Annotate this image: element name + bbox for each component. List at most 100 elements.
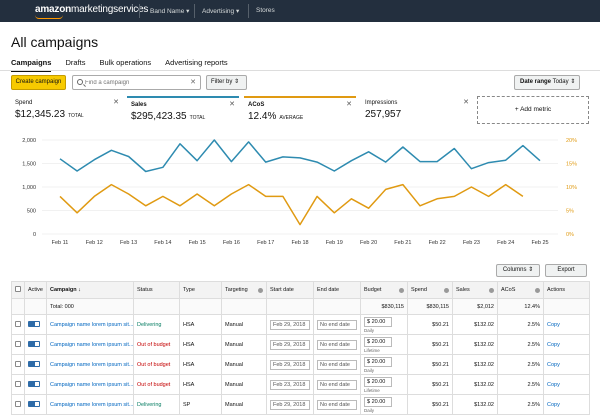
table-row[interactable]: Campaign name lorem ipsum sit... Out of b… [11, 354, 590, 375]
campaign-name-link[interactable]: Campaign name lorem ipsum sit... [46, 374, 134, 395]
add-metric-button[interactable]: + Add metric [477, 96, 589, 124]
metric-card-spend[interactable]: Spend ✕ $12,345.23 TOTAL [11, 96, 123, 124]
end-date-input[interactable]: No end date [317, 339, 357, 350]
select-all-checkbox[interactable] [11, 281, 25, 299]
end-date-input[interactable]: No end date [317, 319, 357, 330]
campaign-name-link[interactable]: Campaign name lorem ipsum sit... [46, 314, 134, 335]
close-icon[interactable]: ✕ [463, 99, 469, 106]
active-toggle[interactable] [24, 354, 47, 375]
spend-cell: $50.21 [407, 394, 453, 415]
column-header: Actions [543, 281, 590, 299]
budget-input[interactable]: $ 20.00 [364, 356, 392, 367]
column-header[interactable]: Start date [266, 281, 314, 299]
campaign-name-link[interactable]: Campaign name lorem ipsum sit... [46, 334, 134, 355]
campaign-name-link[interactable]: Campaign name lorem ipsum sit... [46, 394, 134, 415]
budget-input[interactable]: $ 20.00 [364, 336, 392, 347]
active-toggle[interactable] [24, 314, 47, 335]
targeting-cell: Manual [221, 354, 267, 375]
amazon-smile-icon [35, 15, 63, 19]
info-icon[interactable] [535, 288, 540, 293]
table-row[interactable]: Campaign name lorem ipsum sit... Out of b… [11, 334, 590, 355]
info-icon[interactable] [258, 288, 263, 293]
copy-action-link[interactable]: Copy [543, 354, 590, 375]
end-date-input[interactable]: No end date [317, 379, 357, 390]
budget-input[interactable]: $ 20.00 [364, 396, 392, 407]
columns-button[interactable]: Columns ⇕ [496, 264, 540, 277]
budget-input[interactable]: $ 20.00 [364, 316, 392, 327]
metric-card-impressions[interactable]: Impressions ✕ 257,957 [361, 96, 473, 124]
tab-drafts[interactable]: Drafts [65, 58, 86, 67]
tab-campaigns[interactable]: Campaigns [11, 58, 52, 72]
export-button[interactable]: Export [545, 264, 587, 277]
info-icon[interactable] [489, 288, 494, 293]
date-range-button[interactable]: Date range Today ⇕ [514, 75, 580, 90]
column-header[interactable]: End date [313, 281, 361, 299]
column-header-acos[interactable]: ACoS [497, 281, 544, 299]
nav-item-advertising[interactable]: Advertising ▾ [202, 8, 240, 15]
info-icon[interactable] [399, 288, 404, 293]
copy-action-link[interactable]: Copy [543, 314, 590, 335]
column-header[interactable]: Status [133, 281, 180, 299]
x-tick-label: Feb 17 [257, 240, 274, 246]
nav-separator [139, 4, 140, 18]
campaign-name-link[interactable]: Campaign name lorem ipsum sit... [46, 354, 134, 375]
active-toggle[interactable] [24, 394, 47, 415]
tab-bulk-operations[interactable]: Bulk operations [99, 58, 152, 67]
y-tick-label-right: 5% [566, 209, 574, 215]
active-toggle[interactable] [24, 334, 47, 355]
row-checkbox[interactable] [11, 394, 25, 415]
amazon-marketing-services-logo[interactable]: amazonmarketingservices [35, 4, 148, 19]
budget-cell: $ 20.00 Daily [360, 354, 408, 375]
search-input[interactable] [85, 78, 185, 88]
row-checkbox[interactable] [11, 354, 25, 375]
y-tick-label-left: 2,000 [22, 138, 36, 144]
x-tick-label: Feb 22 [429, 240, 446, 246]
create-campaign-button[interactable]: Create campaign [11, 75, 66, 90]
info-icon[interactable] [444, 288, 449, 293]
metric-card-sales[interactable]: Sales ✕ $295,423.35 TOTAL [127, 96, 239, 124]
close-icon[interactable]: ✕ [346, 101, 352, 108]
nav-item-stores[interactable]: Stores [256, 7, 275, 14]
copy-action-link[interactable]: Copy [543, 374, 590, 395]
x-tick-label: Feb 14 [154, 240, 171, 246]
budget-cell: $ 20.00 Daily [360, 314, 408, 335]
budget-type: Lifetime [364, 387, 380, 393]
budget-input[interactable]: $ 20.00 [364, 376, 392, 387]
column-header[interactable]: Type [179, 281, 222, 299]
metric-card-acos[interactable]: ACoS ✕ 12.4% AVERAGE [244, 96, 356, 124]
y-tick-label-right: 20% [566, 138, 577, 144]
column-header-spend[interactable]: Spend [407, 281, 453, 299]
x-tick-label: Feb 23 [463, 240, 480, 246]
active-toggle[interactable] [24, 374, 47, 395]
spend-cell: $50.21 [407, 334, 453, 355]
close-icon[interactable]: ✕ [229, 101, 235, 108]
table-row[interactable]: Campaign name lorem ipsum sit... Deliveri… [11, 314, 590, 335]
column-header-sales[interactable]: Sales [452, 281, 498, 299]
y-tick-label-right: 0% [566, 232, 574, 238]
column-header-campaign[interactable]: Campaign ↓ [46, 281, 134, 299]
column-header-targeting[interactable]: Targeting [221, 281, 267, 299]
end-date-input[interactable]: No end date [317, 359, 357, 370]
end-date-input[interactable]: No end date [317, 399, 357, 410]
table-row[interactable]: Campaign name lorem ipsum sit... Deliveri… [11, 394, 590, 415]
row-checkbox[interactable] [11, 374, 25, 395]
clear-icon[interactable]: ✕ [190, 79, 196, 86]
row-checkbox[interactable] [11, 334, 25, 355]
nav-item-band-name[interactable]: Band Name ▾ [150, 8, 190, 15]
budget-cell: $ 20.00 Lifetime [360, 334, 408, 355]
start-date-input[interactable]: Feb 23, 2018 [270, 379, 310, 390]
start-date-input[interactable]: Feb 29, 2018 [270, 319, 310, 330]
copy-action-link[interactable]: Copy [543, 334, 590, 355]
tab-advertising-reports[interactable]: Advertising reports [165, 58, 228, 67]
start-date-input[interactable]: Feb 29, 2018 [270, 399, 310, 410]
column-header-budget[interactable]: Budget [360, 281, 408, 299]
table-row[interactable]: Campaign name lorem ipsum sit... Out of b… [11, 374, 590, 395]
start-date-input[interactable]: Feb 29, 2018 [270, 359, 310, 370]
filter-by-button[interactable]: Filter by ⇕ [206, 75, 247, 90]
start-date-input[interactable]: Feb 29, 2018 [270, 339, 310, 350]
close-icon[interactable]: ✕ [113, 99, 119, 106]
copy-action-link[interactable]: Copy [543, 394, 590, 415]
total-spend: $830,115 [407, 298, 453, 315]
row-checkbox[interactable] [11, 314, 25, 335]
logo-bold: amazon [35, 4, 72, 15]
